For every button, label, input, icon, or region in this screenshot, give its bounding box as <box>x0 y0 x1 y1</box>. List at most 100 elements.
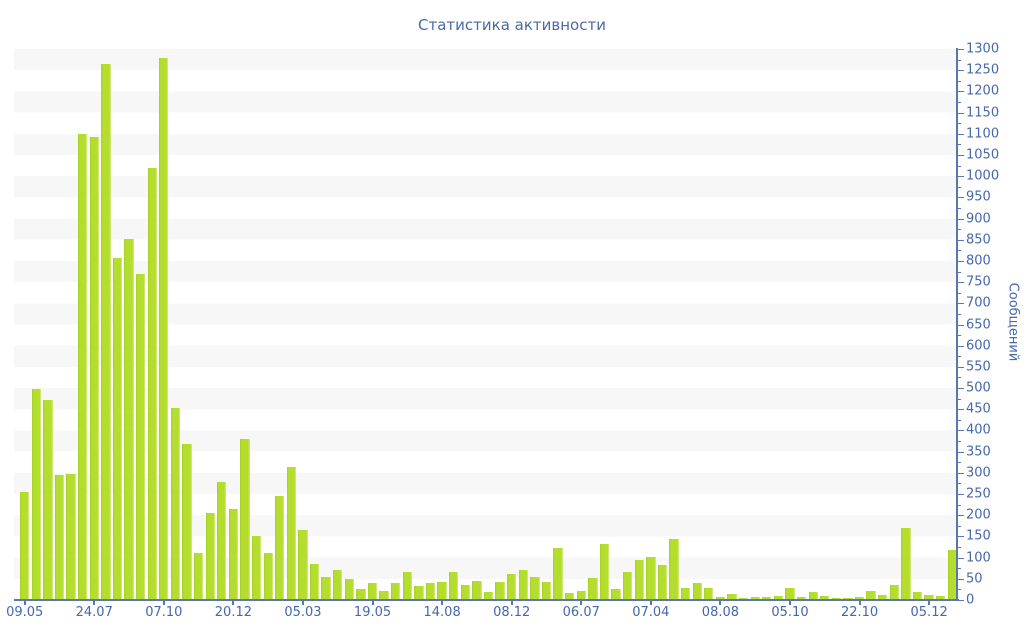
y-major-tick <box>958 282 964 284</box>
y-tick-label: 300 <box>966 465 991 481</box>
y-minor-tick <box>958 547 961 549</box>
y-axis-title: Сообщений <box>1005 282 1021 362</box>
bar <box>356 589 366 600</box>
bar <box>495 582 505 600</box>
bar <box>275 496 285 600</box>
y-minor-tick <box>958 356 961 358</box>
y-tick-label: 100 <box>966 550 991 566</box>
x-tick-label: 07.04 <box>632 605 670 620</box>
y-tick-label: 150 <box>966 528 991 544</box>
bar <box>715 597 726 600</box>
bar <box>507 574 517 600</box>
y-tick-label: 550 <box>966 359 991 375</box>
bar <box>936 595 946 600</box>
bar <box>878 594 888 600</box>
chart-title: Статистика активности <box>418 16 606 34</box>
bar <box>135 273 146 600</box>
y-minor-tick <box>958 568 961 570</box>
y-major-tick <box>958 388 964 390</box>
y-major-tick <box>958 70 964 72</box>
y-major-tick <box>958 133 964 135</box>
y-major-tick <box>958 578 964 580</box>
bar <box>750 597 760 600</box>
y-tick-label: 900 <box>966 211 991 227</box>
bar <box>309 563 320 600</box>
y-minor-tick <box>958 377 961 379</box>
bar <box>472 580 482 600</box>
bar <box>228 508 239 600</box>
bar <box>112 257 123 600</box>
y-major-tick <box>958 536 964 538</box>
y-minor-tick <box>958 398 961 400</box>
y-major-tick <box>958 451 964 453</box>
y-tick-label: 950 <box>966 189 991 205</box>
bar <box>193 553 204 600</box>
y-major-tick <box>958 409 964 411</box>
bar <box>333 570 343 600</box>
x-tick <box>788 601 791 605</box>
x-tick <box>23 601 26 605</box>
bar <box>762 597 772 600</box>
y-tick-label: 1050 <box>966 147 1000 163</box>
y-major-tick <box>958 176 964 178</box>
bar <box>263 552 273 600</box>
bar <box>622 572 633 600</box>
x-tick <box>719 601 722 605</box>
x-tick-label: 19.05 <box>353 605 392 620</box>
x-tick <box>580 601 583 605</box>
bar <box>54 474 65 600</box>
bar <box>599 543 610 600</box>
y-tick-label: 850 <box>966 232 991 248</box>
y-tick-label: 350 <box>966 444 991 460</box>
y-minor-tick <box>958 504 961 506</box>
bar <box>912 592 923 600</box>
y-tick-label: 1000 <box>966 168 1000 184</box>
plot-area <box>14 49 957 600</box>
y-minor-tick <box>958 80 961 82</box>
y-major-tick <box>958 366 964 368</box>
y-tick-label: 700 <box>966 295 991 311</box>
x-tick <box>301 601 304 605</box>
bar <box>101 63 111 600</box>
bar <box>854 596 865 600</box>
bar <box>808 592 818 600</box>
y-major-tick <box>958 154 964 156</box>
bar <box>425 583 436 600</box>
y-tick-label: 250 <box>966 486 991 502</box>
bar <box>286 467 297 600</box>
y-tick-label: 650 <box>966 317 991 332</box>
bar <box>901 527 911 600</box>
y-minor-tick <box>958 229 961 231</box>
x-tick-label: 06.07 <box>562 605 600 620</box>
x-tick-label: 05.03 <box>284 605 322 620</box>
y-minor-tick <box>958 335 961 337</box>
y-tick-label: 0 <box>966 592 975 608</box>
y-minor-tick <box>958 165 961 167</box>
bar <box>518 569 528 600</box>
y-tick-label: 450 <box>966 401 991 417</box>
bar <box>321 576 331 600</box>
x-tick-label: 08.08 <box>701 605 740 620</box>
x-tick <box>928 601 931 605</box>
bar <box>680 588 691 600</box>
bar <box>298 530 308 600</box>
y-minor-tick <box>958 101 961 103</box>
y-major-tick <box>958 345 964 347</box>
x-tick <box>858 601 861 605</box>
y-minor-tick <box>958 313 961 315</box>
y-tick-label: 750 <box>966 274 991 290</box>
x-tick-label: 20.12 <box>214 605 252 620</box>
bar <box>20 491 30 600</box>
bar <box>541 582 552 600</box>
bar <box>240 438 250 600</box>
y-major-tick <box>958 197 964 199</box>
bar <box>414 586 424 600</box>
y-major-tick <box>958 472 964 474</box>
y-minor-tick <box>958 271 961 273</box>
x-tick <box>162 601 165 605</box>
x-tick <box>649 601 652 605</box>
y-minor-tick <box>958 59 961 61</box>
bar <box>530 576 540 600</box>
bar <box>449 572 459 600</box>
bar <box>820 595 830 600</box>
